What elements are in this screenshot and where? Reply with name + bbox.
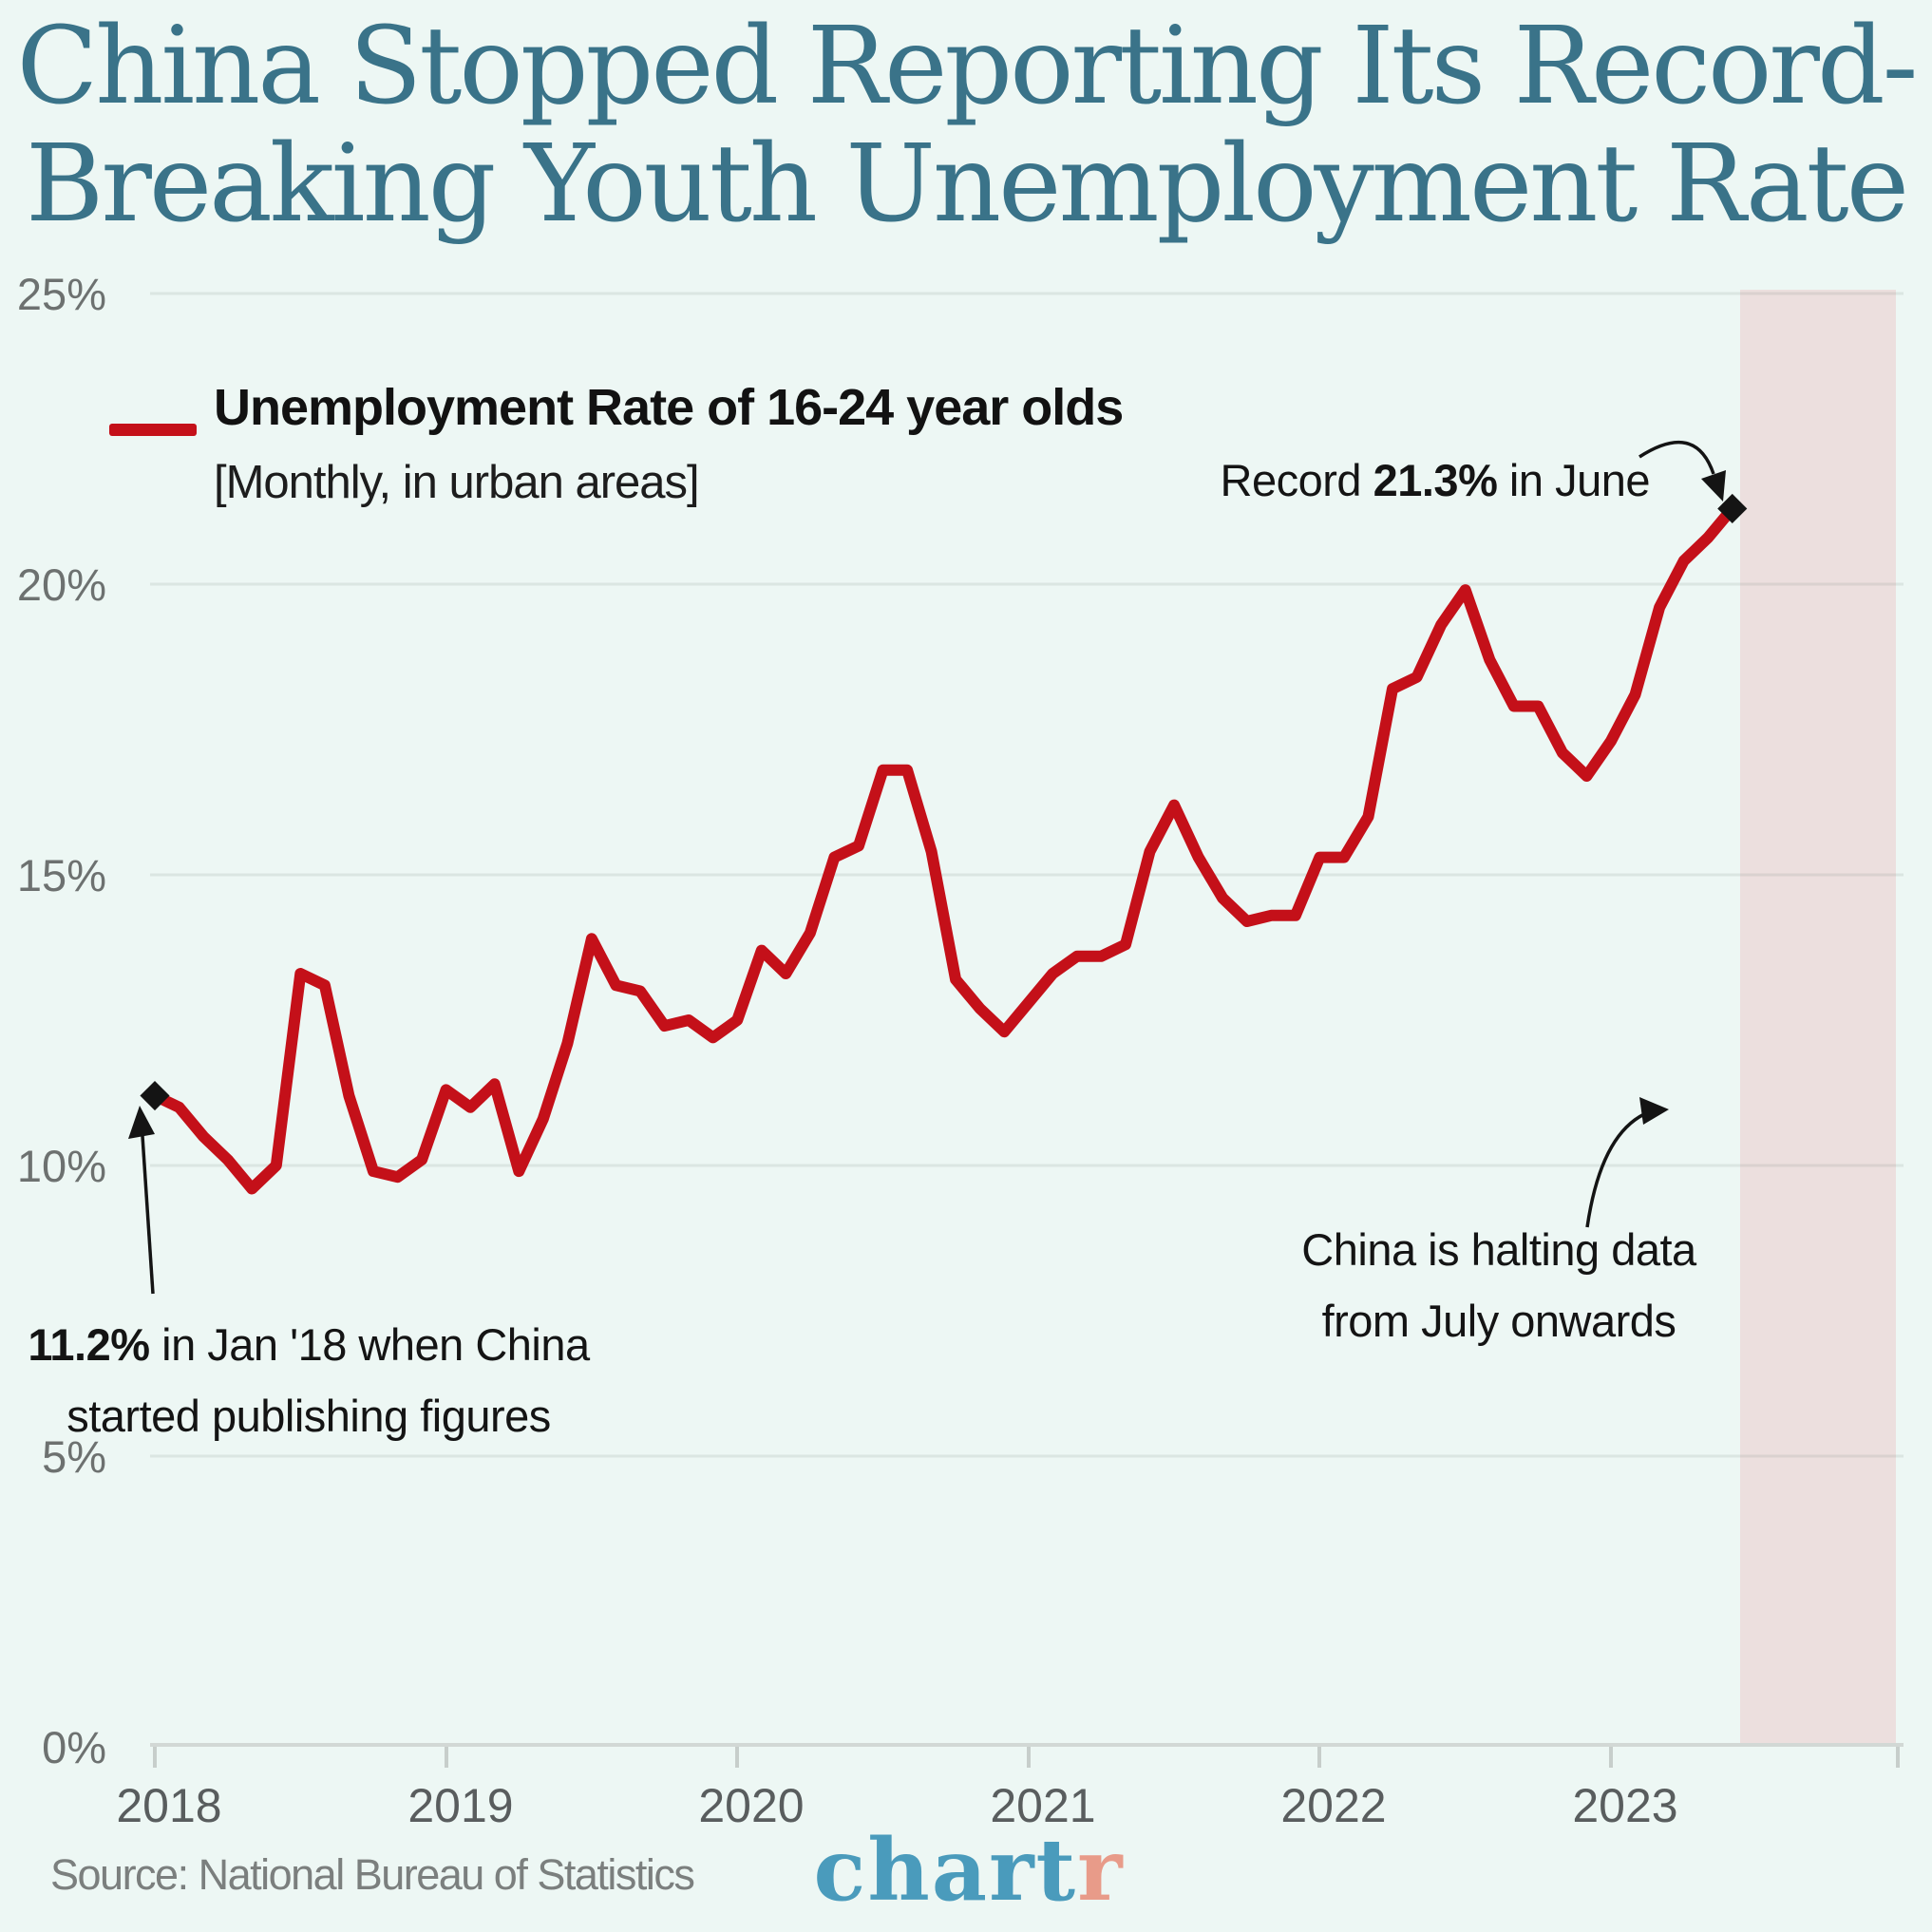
- chartr-logo-accent: r: [1077, 1820, 1125, 1921]
- unemployment-rate-series-line: [149, 502, 1738, 1195]
- x-tick-label-2020: 2020: [698, 1779, 805, 1832]
- y-tick-label-15: 15%: [16, 850, 106, 900]
- x-tick-label-2019: 2019: [407, 1779, 514, 1832]
- halted-data-shaded-region: [1740, 290, 1896, 1745]
- halt-arrowhead-icon: [1639, 1097, 1669, 1125]
- y-tick-label-0: 0%: [42, 1722, 106, 1772]
- chartr-logo: chartr: [779, 1820, 1159, 1921]
- legend-line-swatch: [109, 424, 197, 436]
- start-annotation-arrow: [128, 1106, 155, 1295]
- record-annotation: Record 21.3% in June: [1080, 454, 1651, 506]
- halt-annotation-line1: China is halting data: [1301, 1224, 1696, 1275]
- x-tick-label-2018: 2018: [116, 1779, 222, 1832]
- halt-annotation-arrow: [1585, 1097, 1669, 1228]
- y-tick-label-10: 10%: [16, 1141, 106, 1191]
- x-tick-label-2021: 2021: [990, 1779, 1096, 1832]
- record-arrowhead-icon: [1701, 470, 1726, 502]
- start-annotation-line1: 11.2% in Jan '18 when China: [24, 1318, 594, 1371]
- record-annotation-prefix: Record: [1220, 455, 1373, 505]
- start-annotation-value: 11.2%: [28, 1319, 150, 1370]
- y-tick-label-25: 25%: [16, 269, 106, 319]
- start-annotation-line2: started publishing figures: [66, 1391, 551, 1441]
- record-annotation-value: 21.3%: [1373, 455, 1498, 505]
- title-line-2: Breaking Youth Unemployment Rate: [26, 123, 1909, 247]
- chart-title: China Stopped Reporting Its Record- Brea…: [0, 8, 1932, 244]
- legend-label: Unemployment Rate of 16-24 year olds: [214, 379, 1124, 436]
- gridlines: [150, 292, 1904, 1458]
- start-arrowhead-icon: [128, 1106, 155, 1139]
- x-tick-label-2022: 2022: [1280, 1779, 1387, 1832]
- start-annotation-rest: in Jan '18 when China: [149, 1319, 590, 1370]
- x-axis-ticks: [153, 1747, 1900, 1768]
- y-tick-label-20: 20%: [16, 559, 106, 610]
- record-annotation-arrow: [1638, 441, 1726, 502]
- x-tick-label-2023: 2023: [1572, 1779, 1678, 1832]
- source-credit: Source: National Bureau of Statistics: [50, 1850, 695, 1899]
- legend-sublabel: [Monthly, in urban areas]: [214, 457, 700, 508]
- halt-annotation-line2: from July onwards: [1321, 1296, 1676, 1346]
- record-annotation-suffix: in June: [1497, 455, 1651, 505]
- chartr-logo-main: chart: [813, 1820, 1078, 1921]
- title-line-1: China Stopped Reporting Its Record-: [16, 5, 1919, 128]
- y-tick-label-5: 5%: [42, 1431, 106, 1482]
